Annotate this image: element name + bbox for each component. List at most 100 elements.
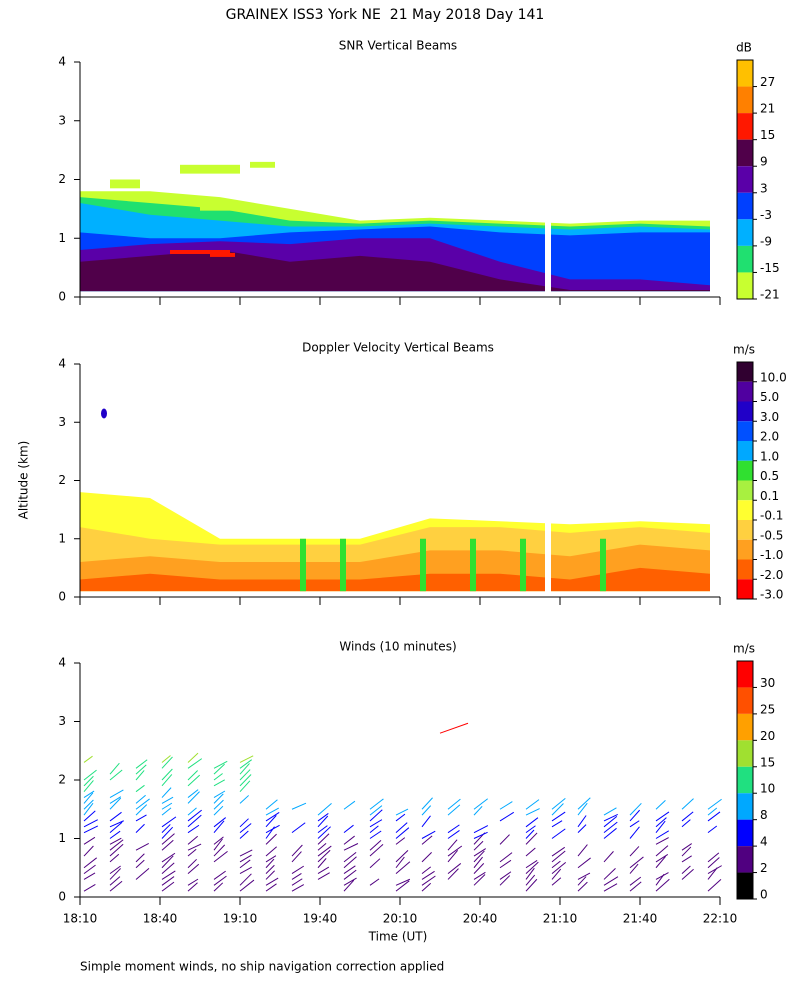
wind-barb — [109, 843, 124, 857]
wind-barb — [499, 875, 511, 886]
wind-barb — [577, 824, 587, 834]
y-tick-label: 1 — [58, 231, 66, 245]
colorbar-label: 2.0 — [760, 430, 779, 444]
wind-barb — [447, 868, 459, 880]
wind-barb — [525, 861, 539, 874]
wind-barb — [109, 820, 124, 828]
colorbar-label: 10 — [760, 782, 775, 796]
wind-barb — [135, 814, 147, 822]
wind-barb — [213, 760, 228, 769]
wind-barb — [291, 844, 303, 857]
wind-barb — [109, 789, 124, 798]
colorbar-label: 8 — [760, 808, 768, 822]
wind-barb — [655, 830, 670, 839]
wind-barb — [551, 820, 563, 828]
wind-barb — [317, 815, 329, 828]
wind-barb — [161, 755, 171, 763]
colorbar-swatch — [737, 192, 753, 220]
field-region — [170, 250, 230, 254]
wind-barb — [213, 850, 228, 863]
wind-barb — [421, 882, 432, 892]
colorbar-label: -21 — [760, 288, 780, 302]
wind-barb — [473, 874, 486, 886]
wind-barb — [239, 859, 251, 869]
data-gap — [545, 521, 551, 595]
wind-barb — [447, 839, 458, 851]
wind-barb — [473, 850, 485, 863]
wind-barb — [213, 838, 223, 851]
wind-barb — [343, 865, 356, 875]
colorbar-swatch — [737, 86, 753, 114]
wind-barb — [213, 870, 226, 880]
wind-barb — [135, 759, 148, 769]
colorbar-label: 25 — [760, 702, 775, 716]
colorbar-label: 1.0 — [760, 449, 779, 463]
wind-barb — [369, 858, 381, 869]
panel-title: Doppler Velocity Vertical Beams — [302, 341, 494, 355]
wind-barb — [317, 845, 332, 857]
wind-barb — [473, 825, 489, 834]
wind-barb — [603, 867, 616, 880]
y-tick-label: 3 — [58, 714, 66, 728]
wind-barb — [421, 815, 431, 828]
wind-barb — [213, 779, 225, 787]
field-region — [110, 179, 140, 189]
wind-barb — [187, 752, 199, 763]
wind-barb — [525, 832, 538, 845]
wind-barb — [239, 818, 249, 828]
wind-barb — [369, 805, 383, 816]
wind-barb — [135, 859, 145, 869]
wind-barb — [447, 863, 462, 874]
wind-barb — [603, 827, 617, 839]
wind-barb — [213, 844, 226, 857]
wind-barb — [421, 835, 433, 845]
colorbar-swatch — [737, 793, 753, 820]
wind-barb — [551, 846, 566, 857]
wind-barb — [213, 875, 227, 886]
wind-barb — [187, 882, 198, 892]
wind-barb — [239, 795, 250, 804]
wind-barb — [317, 825, 328, 834]
wind-barb — [161, 839, 174, 851]
wind-barb — [161, 855, 174, 869]
colorbar-label: -0.5 — [760, 528, 783, 542]
colorbar-unit: m/s — [733, 343, 755, 357]
wind-barb — [421, 866, 432, 874]
wind-barb — [421, 830, 436, 839]
colorbar-label: 21 — [760, 102, 775, 116]
wind-barb — [213, 817, 226, 828]
x-tick-label: 19:40 — [303, 912, 338, 926]
field-region — [250, 161, 275, 168]
field-region — [200, 205, 260, 211]
wind-barb — [473, 831, 488, 839]
wind-barb — [187, 770, 199, 781]
wind-barb — [83, 825, 99, 834]
wind-barb — [265, 807, 279, 816]
x-tick-label: 21:40 — [623, 912, 658, 926]
wind-barb — [369, 830, 382, 839]
colorbar-label: -3.0 — [760, 588, 783, 602]
colorbar-label: 3.0 — [760, 410, 779, 424]
wind-barb — [603, 821, 618, 834]
wind-barb — [109, 853, 120, 863]
wind-barb — [291, 802, 307, 810]
wind-barb — [629, 881, 642, 892]
colorbar-swatch — [737, 362, 753, 382]
wind-barb — [473, 856, 483, 869]
wind-barb — [135, 853, 145, 863]
wind-barb — [187, 774, 201, 787]
wind-barb — [629, 826, 640, 839]
wind-barb — [395, 861, 411, 874]
wind-barb — [577, 802, 588, 816]
wind-barb — [343, 800, 356, 810]
wind-barb — [603, 851, 614, 863]
colorbar-swatch — [737, 740, 753, 767]
wind-barb — [629, 846, 640, 857]
wind-barb — [525, 808, 540, 816]
wind-barb — [109, 868, 121, 880]
wind-barb — [655, 854, 669, 863]
wind-barb — [187, 809, 202, 822]
x-tick-label: 20:40 — [463, 912, 498, 926]
wind-barb — [681, 865, 691, 874]
y-tick-label: 0 — [58, 590, 66, 604]
